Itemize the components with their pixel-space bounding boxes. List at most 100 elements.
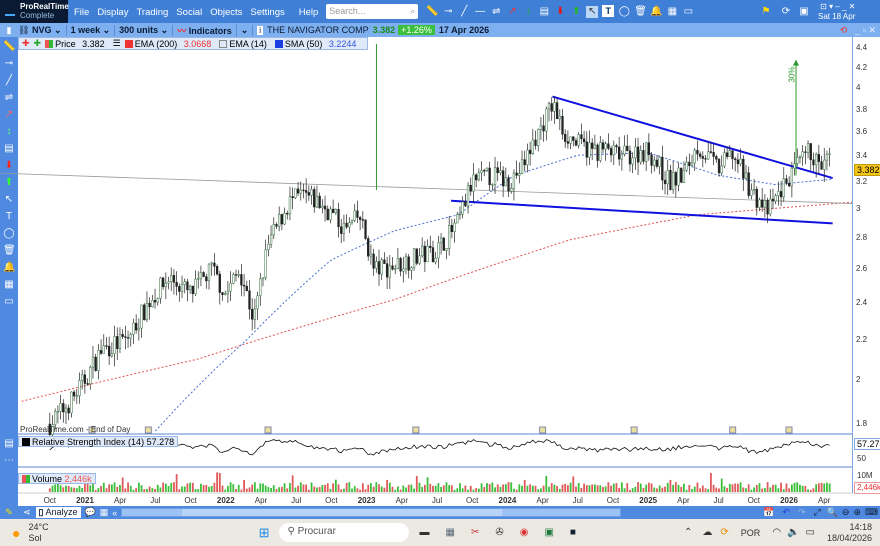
horizontal-scrollbar[interactable] (121, 508, 622, 517)
sell-arrow-icon[interactable]: ⬇ (556, 6, 565, 17)
calendar-icon[interactable]: 📅 (763, 507, 775, 517)
fibonacci-icon[interactable]: ▦ (4, 279, 14, 290)
undo-icon[interactable]: ↶ (782, 507, 790, 517)
vertical-arrow-icon[interactable]: ↕ (525, 6, 531, 17)
trash-icon[interactable]: 🗑 (3, 245, 16, 256)
zoom-fit-icon[interactable]: 🔍 (826, 507, 838, 517)
chart-window-controls[interactable]: _ ▫ ✕ (855, 24, 876, 35)
flag-icon[interactable]: ⚑ (761, 5, 771, 17)
taskbar-search[interactable]: ⚲ Procurar (279, 523, 410, 542)
candle (798, 156, 802, 159)
snipping-tool-icon[interactable]: ✂ (470, 527, 480, 538)
cloud-icon[interactable]: ☁ (702, 527, 713, 538)
period-select[interactable]: 1 week ⌄ (67, 24, 116, 36)
start-icon[interactable]: ⊞ (258, 524, 270, 540)
list-icon[interactable]: ☰ (112, 38, 121, 48)
rectangle-icon[interactable]: ▭ (4, 296, 14, 307)
autoscale-icon[interactable]: ⤢ (813, 507, 821, 517)
text-box-icon[interactable]: ▤ (539, 6, 550, 17)
collapse-icon[interactable]: « (112, 507, 118, 518)
clock[interactable]: 14:18 18/04/2026 (826, 521, 872, 543)
alert-bell-icon[interactable]: 🔔 (3, 262, 16, 273)
cursor-icon[interactable]: ↖ (586, 6, 599, 18)
cursor-icon[interactable]: ↖ (4, 194, 14, 205)
file-explorer-icon[interactable]: ▬ (419, 527, 430, 538)
candle (677, 167, 680, 186)
analyze-button[interactable]: ▯ Analyze (35, 507, 81, 518)
text-box-icon[interactable]: ▤ (4, 143, 14, 154)
weather-widget[interactable]: 24°C Sol (28, 521, 49, 543)
screen-icon[interactable]: ▣ (799, 5, 809, 17)
buy-arrow-icon[interactable]: ⬆ (572, 6, 581, 17)
line-icon[interactable]: ╱ (5, 75, 13, 86)
wifi-icon[interactable]: ◠ (772, 527, 782, 538)
indicators-button[interactable]: 〰 Indicators (173, 23, 237, 37)
excel-icon[interactable]: ▣ (544, 527, 554, 538)
trash-icon[interactable]: 🗑 (634, 6, 647, 17)
menu-objects[interactable]: Objects (210, 6, 243, 18)
add-icon[interactable]: ✚ (33, 38, 42, 48)
ellipse-icon[interactable]: ◯ (618, 6, 630, 17)
keyboard-icon[interactable]: ⌨ (865, 507, 878, 517)
ruler-icon[interactable]: 📏 (426, 6, 439, 17)
channel-icon[interactable]: ⇌ (492, 6, 501, 17)
alert-bell-icon[interactable]: 🔔 (650, 6, 663, 17)
indicator-list-icon[interactable]: ▤ (4, 438, 14, 449)
indicators-dropdown[interactable]: ⌄ (237, 24, 254, 36)
prorealtime-icon[interactable]: ■ (569, 527, 576, 538)
menu-display[interactable]: Display (97, 6, 129, 18)
tray-chevron-icon[interactable]: ⌃ (684, 527, 693, 538)
segment-icon[interactable]: ⊸ (4, 58, 14, 69)
channel-icon[interactable]: ⇌ (4, 92, 14, 103)
window-controls[interactable]: ⊡ ▾ – _ ✕ (820, 1, 856, 11)
line-icon[interactable]: ╱ (461, 6, 468, 17)
price-axis[interactable]: 4.4 4.2 4 3.8 3.6 3.4 3.2 3 2.8 2.6 2.4 2.2 2 1.8 (852, 37, 880, 493)
refresh-icon[interactable]: ⟲ (839, 24, 848, 35)
menu-help[interactable]: Help (298, 6, 319, 18)
volume-bar (785, 483, 788, 492)
menu-settings[interactable]: Settings (250, 6, 285, 18)
weather-icon[interactable]: ● (12, 524, 21, 541)
price-chart[interactable] (0, 0, 880, 506)
candle (97, 350, 100, 371)
indicator-icon[interactable]: ✎ (5, 507, 13, 517)
zoom-out-icon[interactable]: ⊖ (841, 507, 850, 517)
menu-file[interactable]: File (74, 6, 90, 18)
calculator-icon[interactable]: ▦ (445, 527, 455, 538)
ellipse-icon[interactable]: ◯ (3, 228, 15, 239)
rectangle-icon[interactable]: ▭ (683, 6, 694, 17)
arrow-line-icon[interactable]: ↗ (508, 6, 517, 17)
sell-arrow-icon[interactable]: ⬇ (4, 160, 14, 171)
buy-arrow-icon[interactable]: ⬆ (4, 177, 14, 188)
text-icon[interactable]: T (5, 211, 13, 222)
ruler-icon[interactable]: 📏 (3, 41, 16, 52)
horizontal-line-icon[interactable]: — (475, 6, 486, 17)
units-select[interactable]: 300 units ⌄ (115, 24, 174, 36)
language[interactable]: POR (740, 527, 761, 538)
remove-icon[interactable]: ✚ (22, 38, 30, 48)
info-icon[interactable]: i (257, 25, 264, 35)
share-icon[interactable]: ⋖ (23, 507, 31, 517)
more-icon[interactable]: ⋯ (4, 455, 14, 466)
candle (450, 225, 454, 232)
segment-icon[interactable]: ⊸ (444, 6, 453, 17)
zoom-in-icon[interactable]: ⊕ (853, 507, 861, 517)
arrow-line-icon[interactable]: ↗ (4, 109, 14, 120)
menu-trading[interactable]: Trading (136, 6, 169, 18)
link-icon[interactable]: ⛓ (18, 24, 30, 35)
symbol-select[interactable]: NVG ⌄ (28, 24, 67, 36)
menu-social[interactable]: Social (176, 6, 203, 18)
redo-icon[interactable]: ↷ (797, 507, 806, 517)
search-input[interactable]: Search... ⌕ (326, 4, 419, 19)
fibonacci-icon[interactable]: ▦ (667, 6, 678, 17)
volume-icon[interactable]: 🔈 (787, 527, 800, 538)
chatgpt-icon[interactable]: ✇ (495, 527, 504, 538)
sync-tray-icon[interactable]: ⟳ (720, 527, 729, 538)
chrome-icon[interactable]: ◉ (519, 527, 529, 538)
battery-icon[interactable]: ▭ (805, 527, 815, 538)
sync-icon[interactable]: ⟳ (781, 5, 791, 17)
chat-icon[interactable]: 💬 (84, 507, 96, 517)
screener-icon[interactable]: ▦ (99, 507, 109, 517)
text-icon[interactable]: T (602, 5, 615, 17)
vertical-arrow-icon[interactable]: ↕ (6, 126, 12, 137)
